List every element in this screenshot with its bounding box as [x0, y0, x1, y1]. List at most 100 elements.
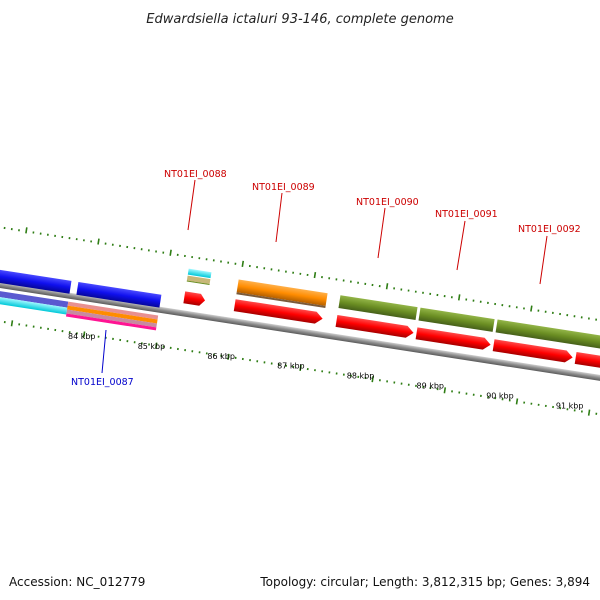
label-NT01EI_0089[interactable]: NT01EI_0089	[252, 182, 315, 193]
outer-tick	[544, 310, 547, 313]
cds-NT01EI_0088[interactable]	[183, 291, 206, 306]
inner-tick	[328, 371, 331, 374]
outer-tick	[198, 257, 201, 260]
inner-tick	[68, 331, 71, 334]
inner-tick-marks	[3, 320, 598, 416]
inner-tick	[162, 345, 165, 348]
kbp-label: 87 kbp	[277, 362, 305, 371]
leader-NT01EI_0087	[101, 329, 107, 374]
outer-tick	[10, 228, 13, 231]
label-NT01EI_0087[interactable]: NT01EI_0087	[71, 377, 134, 388]
inner-tick	[155, 342, 158, 349]
outer-tick	[205, 258, 208, 261]
kbp-label: 89 kbp	[417, 382, 445, 391]
outer-tick	[299, 272, 302, 275]
outer-tick	[450, 296, 453, 299]
inner-tick	[472, 393, 475, 396]
cds-NT01EI_0087-stripe-4[interactable]	[65, 313, 157, 331]
outer-tick-marks	[3, 226, 598, 321]
inner-tick	[530, 402, 533, 405]
outer-tick	[530, 305, 533, 312]
inner-tick	[220, 354, 223, 357]
inner-tick	[559, 407, 562, 410]
leader-NT01EI_0090	[377, 207, 386, 259]
outer-tick	[385, 283, 389, 290]
kbp-label: 90 kbp	[486, 391, 514, 400]
inner-tick	[357, 375, 360, 379]
outer-tick	[46, 233, 49, 236]
gene-prev-reverse[interactable]	[0, 267, 72, 294]
accession-text: Accession: NC_012779	[9, 575, 146, 589]
inner-tick	[191, 350, 194, 353]
gene-NT01EI_0090[interactable]	[338, 295, 418, 320]
inner-tick	[32, 325, 35, 328]
outer-tick	[508, 305, 511, 308]
kbp-label: 88 kbp	[347, 372, 375, 381]
outer-tick	[551, 311, 554, 315]
gene-NT01EI_0091[interactable]	[418, 307, 495, 332]
inner-tick	[126, 340, 129, 343]
outer-tick	[147, 249, 150, 252]
inner-tick	[112, 337, 114, 341]
gene-NT01EI_0092[interactable]	[495, 319, 600, 352]
inner-tick	[523, 401, 526, 404]
outer-tick	[234, 262, 237, 265]
outer-tick	[436, 293, 439, 297]
inner-tick	[580, 410, 583, 413]
inner-tick	[18, 323, 21, 326]
label-NT01EI_0092[interactable]: NT01EI_0092	[518, 224, 581, 235]
outer-tick	[18, 229, 20, 232]
inner-tick	[54, 328, 57, 332]
cds-NT01EI_0087-stripe-3[interactable]	[66, 309, 157, 328]
outer-tick	[537, 309, 540, 312]
outer-tick	[241, 260, 245, 267]
outer-tick	[457, 294, 461, 301]
kbp-labels: 84 kbp 85 kbp 86 kbp 87 kbp 88 kbp 89 kbp 90 k…	[68, 332, 583, 410]
cds-prev-reverse-cyan[interactable]	[0, 293, 68, 315]
gene-NT01EI_0087[interactable]	[76, 281, 162, 308]
label-NT01EI_0088[interactable]: NT01EI_0088	[164, 169, 227, 180]
inner-tick	[537, 403, 540, 406]
label-NT01EI_0091[interactable]: NT01EI_0091	[435, 209, 498, 220]
inner-tick	[400, 382, 403, 385]
cds-NT01EI_0087-stripe-2[interactable]	[67, 305, 158, 324]
outer-tick	[277, 269, 280, 272]
cds-NT01EI_0090[interactable]	[335, 314, 415, 339]
cds-NT01EI_0089[interactable]	[233, 299, 324, 324]
inner-tick	[371, 376, 374, 383]
outer-tick	[393, 287, 396, 290]
gene-NT01EI_0088-strip-tan[interactable]	[186, 275, 211, 285]
inner-tick	[566, 408, 569, 411]
outer-tick	[97, 238, 100, 245]
inner-tick	[285, 364, 288, 367]
gene-NT01EI_0089[interactable]	[236, 279, 328, 307]
inner-tick	[501, 398, 504, 401]
inner-tick	[429, 386, 432, 390]
cds-NT01EI_0087-stripe-1[interactable]	[67, 301, 159, 320]
label-NT01EI_0090[interactable]: NT01EI_0090	[356, 197, 419, 208]
outer-tick	[342, 279, 345, 282]
outer-tick	[140, 248, 143, 251]
outer-tick	[119, 244, 121, 248]
inner-tick	[140, 342, 143, 345]
leader-NT01EI_0089	[275, 192, 283, 243]
outer-tick	[68, 236, 71, 240]
inner-tick	[97, 335, 100, 338]
inner-tick	[176, 347, 179, 351]
genome-backbone	[0, 278, 600, 385]
cds-NT01EI_0092[interactable]	[492, 339, 574, 363]
gene-NT01EI_0088-strip-cyan[interactable]	[187, 268, 212, 279]
outer-tick	[248, 264, 251, 268]
outer-tick	[580, 316, 583, 319]
cds-next[interactable]	[574, 351, 600, 372]
gene-NT01EI_0088-strip-olive[interactable]	[186, 280, 210, 286]
outer-tick	[176, 253, 179, 256]
outer-tick	[263, 267, 266, 270]
outer-tick	[321, 276, 323, 279]
inner-tick	[133, 341, 136, 344]
inner-tick	[458, 391, 461, 394]
cds-prev-reverse[interactable]	[0, 287, 69, 308]
inner-tick	[386, 380, 389, 383]
cds-NT01EI_0091[interactable]	[415, 327, 492, 350]
outer-tick	[349, 280, 352, 283]
